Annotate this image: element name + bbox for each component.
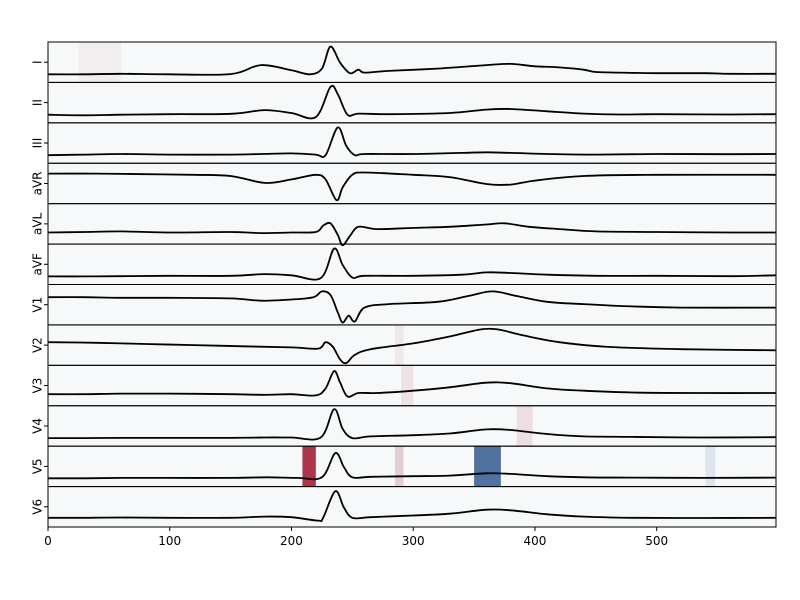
lead-label-V1: V1	[31, 297, 45, 313]
panel-bg-aVF	[48, 244, 776, 285]
trace-aVF	[47, 247, 777, 281]
heat-band	[401, 365, 414, 406]
x-tick-label: 500	[645, 534, 668, 548]
lead-traces	[47, 45, 777, 522]
heat-band	[78, 42, 122, 83]
trace-II	[47, 84, 777, 120]
trace-V4	[47, 408, 777, 441]
trace-III	[47, 126, 777, 158]
heat-band	[516, 405, 533, 447]
x-tick-label: 100	[158, 534, 181, 548]
trace-I	[47, 45, 777, 76]
heat-bands	[48, 42, 776, 527]
trace-V2	[47, 327, 777, 365]
heat-band	[394, 446, 404, 487]
panel-bg-V1	[48, 284, 776, 325]
lead-label-V3: V3	[31, 378, 45, 394]
lead-label-V5: V5	[31, 458, 45, 474]
lead-label-I: I	[31, 60, 45, 64]
panel-bg-V5	[48, 446, 776, 487]
trace-V6	[48, 490, 777, 522]
lead-label-V6: V6	[31, 499, 45, 515]
x-axis: 0 100 200 300 400 500	[44, 527, 668, 548]
lead-panels	[44, 41, 777, 528]
lead-label-V4: V4	[31, 418, 45, 434]
panel-bg-V4	[48, 405, 776, 447]
x-tick-label: 0	[44, 534, 52, 548]
panel-bg-III	[48, 122, 776, 164]
panel-bg-aVR	[48, 163, 776, 204]
lead-label-aVL: aVL	[31, 212, 45, 235]
trace-V3	[47, 370, 777, 398]
trace-aVL	[47, 221, 777, 247]
heat-band	[705, 446, 716, 487]
lead-label-aVF: aVF	[31, 253, 45, 276]
trace-V1	[47, 290, 777, 324]
lead-label-II: II	[31, 99, 45, 106]
x-tick-label: 400	[524, 534, 547, 548]
trace-V5	[48, 452, 777, 481]
lead-label-aVR: aVR	[31, 172, 45, 196]
panel-bg-II	[48, 82, 776, 123]
heat-band	[474, 446, 501, 487]
lead-label-V2: V2	[31, 337, 45, 353]
heat-band	[302, 446, 316, 487]
panel-bg-aVL	[48, 203, 776, 245]
trace-aVR	[47, 171, 777, 202]
lead-label-III: III	[31, 138, 45, 149]
panel-bg-I	[48, 42, 776, 83]
x-tick-label: 200	[280, 534, 303, 548]
panel-bg-V6	[48, 486, 776, 527]
x-tick-label: 300	[402, 534, 425, 548]
